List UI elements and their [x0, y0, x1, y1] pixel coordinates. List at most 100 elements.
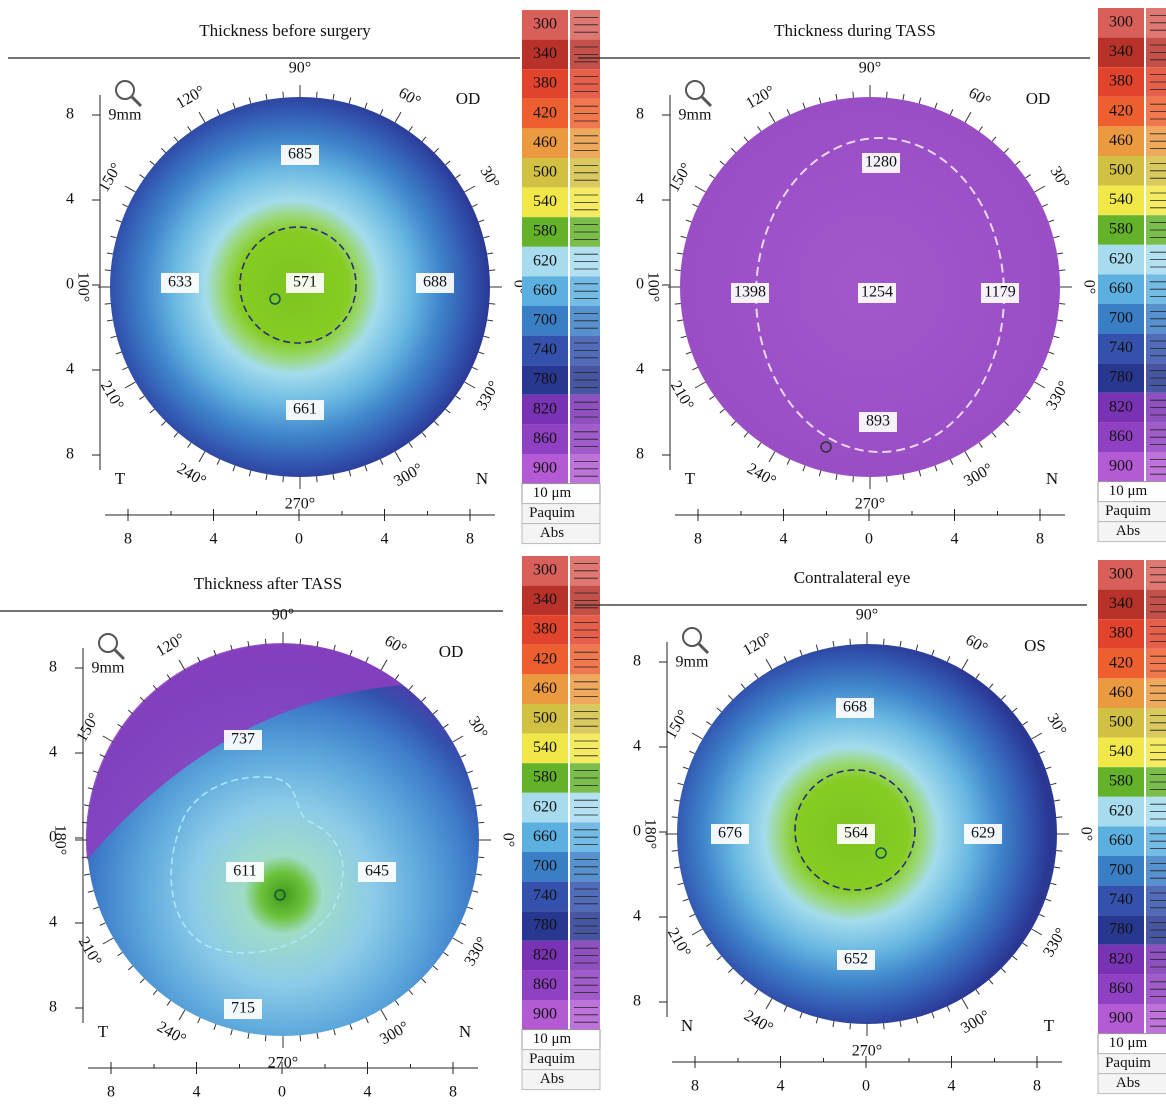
scale-value: 580	[533, 769, 557, 786]
zoom-label: 9mm	[92, 660, 125, 677]
angle-label: 90°	[856, 607, 878, 624]
rim-tick	[82, 822, 88, 823]
scale-value: 860	[1109, 428, 1133, 445]
rim-tick	[266, 474, 267, 480]
magnifier-icon	[116, 81, 134, 99]
scale-value: 420	[1109, 102, 1133, 119]
rim-tick	[766, 659, 772, 669]
rim-tick	[976, 990, 979, 995]
rim-tick	[692, 929, 702, 935]
rim-tick	[709, 175, 714, 178]
rim-tick	[139, 175, 144, 178]
rim-tick	[122, 367, 127, 370]
y-tick-label: 0	[66, 276, 74, 293]
thickness-value: 893	[866, 413, 890, 430]
rim-tick	[444, 724, 449, 727]
rim-tick	[1026, 175, 1031, 178]
rim-tick	[140, 697, 144, 701]
rim-tick	[333, 474, 334, 480]
rim-tick	[478, 822, 484, 823]
x-tick-label: 4	[193, 1084, 201, 1101]
scale-value: 500	[1109, 161, 1133, 178]
rim-tick	[479, 220, 485, 222]
rim-tick	[850, 1023, 851, 1029]
scale-value: 540	[533, 193, 557, 210]
angle-label: 240°	[174, 460, 209, 490]
rim-tick	[1039, 914, 1044, 917]
scale-label: Paquim	[1105, 503, 1151, 519]
rim-tick	[107, 320, 113, 321]
rim-tick	[409, 126, 412, 131]
rim-tick	[692, 204, 697, 207]
rim-tick	[833, 1021, 834, 1027]
y-tick-label: 4	[66, 361, 74, 378]
rim-tick	[350, 650, 352, 656]
rim-tick	[472, 891, 478, 893]
x-tick-label: 8	[466, 531, 474, 548]
x-tick-label: 0	[865, 531, 873, 548]
scale-value: 740	[533, 341, 557, 358]
rim-tick	[758, 126, 761, 131]
rim-tick	[979, 443, 982, 448]
rim-tick	[720, 161, 725, 165]
scale-value: 380	[1109, 625, 1133, 642]
y-tick-label: 8	[633, 993, 641, 1010]
angle-label: 0°	[1077, 827, 1094, 841]
y-tick-label: 4	[633, 908, 641, 925]
rim-tick	[153, 990, 157, 995]
rim-tick	[118, 952, 123, 955]
rim-tick	[1035, 382, 1045, 388]
rim-tick	[409, 990, 413, 995]
rim-tick	[1051, 883, 1057, 885]
rim-tick	[689, 751, 694, 754]
rim-tick	[674, 867, 680, 868]
rim-tick	[140, 979, 144, 983]
rim-tick	[484, 336, 490, 338]
rim-tick	[111, 336, 117, 338]
rim-tick	[249, 471, 251, 477]
y-tick-label: 4	[636, 191, 644, 208]
rim-tick	[317, 1033, 318, 1039]
y-tick-label: 4	[49, 914, 57, 931]
eye-label: OD	[1026, 89, 1051, 108]
rim-tick	[836, 94, 837, 100]
rim-tick	[1016, 409, 1021, 413]
scale-value: 420	[1109, 654, 1133, 671]
angle-label: 240°	[741, 1007, 776, 1037]
rim-tick	[161, 421, 165, 425]
scale-value: 380	[533, 621, 557, 638]
rim-tick	[932, 650, 934, 656]
rim-tick	[916, 645, 918, 651]
rim-tick	[884, 639, 885, 645]
rim-tick	[819, 471, 821, 477]
rim-tick	[1035, 186, 1045, 192]
rim-tick	[317, 476, 318, 482]
y-tick-label: 4	[66, 191, 74, 208]
x-tick-label: 8	[1036, 531, 1044, 548]
rim-tick	[444, 952, 449, 955]
angle-label: 60°	[962, 632, 990, 658]
angle-label: 60°	[965, 85, 993, 111]
angle-label: 210°	[97, 378, 127, 413]
rim-tick	[366, 657, 369, 662]
y-tick-label: 8	[633, 653, 641, 670]
rim-tick	[128, 966, 133, 970]
angle-label: 0°	[499, 833, 516, 847]
rim-tick	[686, 220, 692, 222]
x-tick-label: 8	[1033, 1078, 1041, 1095]
rim-tick	[198, 1018, 201, 1023]
rim-tick	[167, 675, 170, 680]
scale-value: 860	[533, 976, 557, 993]
rim-tick	[317, 641, 318, 647]
rim-tick	[93, 907, 99, 909]
zoom-label: 9mm	[679, 107, 712, 124]
side-label-right: N	[476, 469, 488, 488]
rim-tick	[380, 459, 383, 464]
y-tick-label: 4	[49, 744, 57, 761]
thickness-value: 661	[293, 401, 317, 418]
rim-tick	[683, 767, 689, 769]
rim-tick	[1057, 320, 1063, 321]
angle-label: 330°	[1040, 925, 1070, 960]
scale-unit: 10 μm	[533, 485, 572, 501]
rim-tick	[803, 466, 805, 472]
